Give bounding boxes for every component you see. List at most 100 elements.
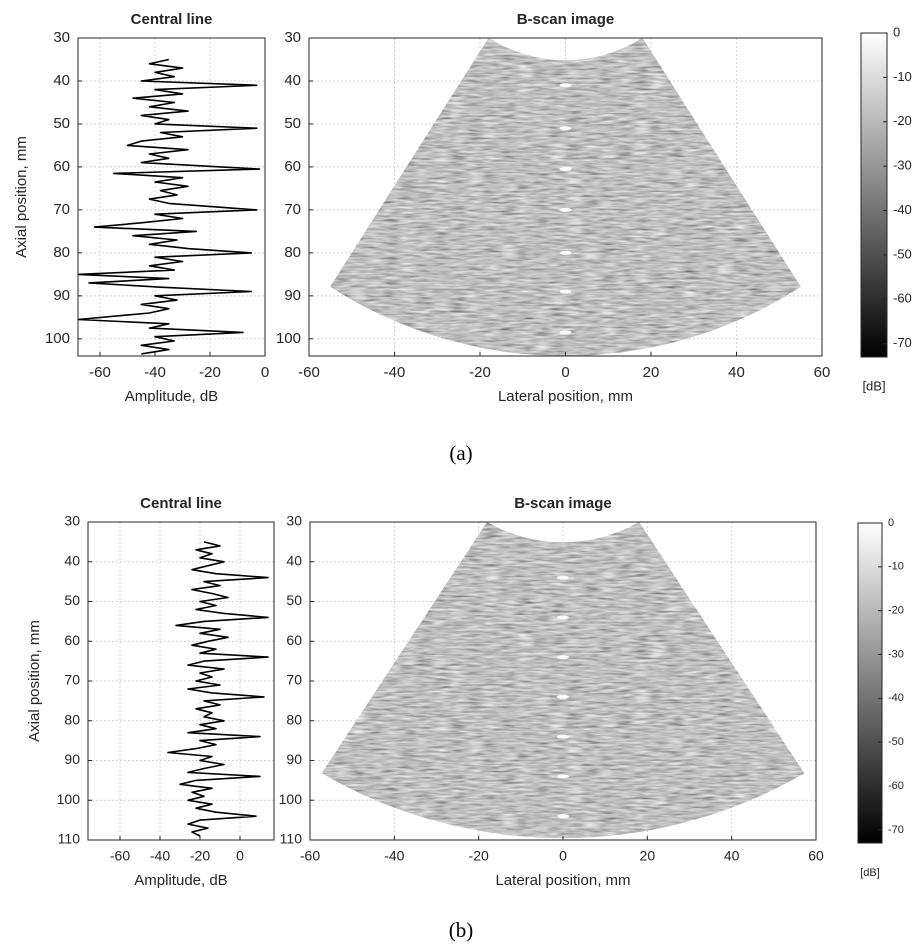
- point-target: [557, 575, 569, 580]
- point-target: [557, 694, 569, 699]
- point-target: [559, 289, 572, 294]
- x-tick-label: 0: [236, 848, 244, 864]
- point-target: [557, 774, 569, 779]
- x-tick-label: -40: [150, 848, 170, 864]
- caption: (b): [449, 918, 474, 942]
- y-tick-label: 110: [58, 831, 81, 847]
- y-tick-label: 110: [280, 831, 303, 847]
- colorbar-tick-label: -40: [888, 692, 904, 704]
- x-axis-label: Lateral position, mm: [498, 388, 633, 405]
- colorbar-tick-label: -50: [888, 736, 904, 748]
- chart-title: B-scan image: [517, 11, 615, 28]
- x-tick-label: -20: [469, 848, 489, 864]
- amplitude-line: [78, 58, 261, 355]
- colorbar-tick-label: -50: [893, 246, 912, 261]
- colorbar-tick-label: -10: [888, 561, 904, 573]
- y-tick-label: 50: [286, 592, 302, 608]
- y-tick-label: 90: [53, 287, 70, 304]
- y-tick-label: 70: [286, 672, 302, 688]
- y-tick-label: 90: [284, 287, 301, 304]
- y-tick-label: 60: [286, 632, 302, 648]
- x-tick-label: -60: [110, 848, 130, 864]
- x-tick-label: -20: [469, 364, 491, 381]
- colorbar-tick-label: -20: [893, 113, 912, 128]
- colorbar: [857, 522, 883, 844]
- y-tick-label: 60: [284, 158, 301, 175]
- point-target: [557, 814, 569, 819]
- x-tick-label: 0: [561, 364, 569, 381]
- colorbar: [860, 32, 888, 358]
- y-tick-label: 30: [284, 29, 301, 46]
- colorbar-tick-label: 0: [893, 24, 900, 39]
- colorbar-tick-label: -60: [888, 780, 904, 792]
- x-tick-label: 40: [728, 364, 745, 381]
- point-target: [557, 615, 569, 620]
- y-tick-label: 50: [284, 115, 301, 132]
- y-tick-label: 90: [286, 751, 302, 767]
- colorbar-tick-label: -60: [893, 291, 912, 306]
- point-target: [559, 330, 572, 335]
- colorbar-label: [dB]: [862, 378, 885, 393]
- y-tick-label: 80: [284, 244, 301, 261]
- point-target: [559, 167, 572, 172]
- y-tick-label: 70: [64, 672, 80, 688]
- y-tick-label: 40: [286, 552, 302, 568]
- x-tick-label: -20: [190, 848, 210, 864]
- colorbar-tick-label: -10: [893, 69, 912, 84]
- y-tick-label: 30: [64, 513, 80, 529]
- y-tick-label: 80: [53, 244, 70, 261]
- b-scan-speckle: [321, 522, 805, 839]
- x-tick-label: 60: [814, 364, 831, 381]
- colorbar-tick-label: 0: [888, 517, 894, 529]
- point-target: [559, 126, 572, 131]
- amplitude-line: [167, 541, 269, 837]
- x-tick-label: -60: [298, 364, 320, 381]
- y-tick-label: 50: [53, 115, 70, 132]
- point-target: [559, 207, 572, 212]
- x-tick-label: -40: [384, 848, 404, 864]
- x-axis-label: Amplitude, dB: [125, 388, 218, 405]
- x-tick-label: 60: [808, 848, 824, 864]
- y-tick-label: 40: [64, 552, 80, 568]
- x-tick-label: 20: [643, 364, 660, 381]
- colorbar-tick-label: -70: [893, 335, 912, 350]
- x-axis-label: Amplitude, dB: [134, 872, 227, 889]
- y-tick-label: 90: [64, 751, 80, 767]
- x-tick-label: 40: [724, 848, 740, 864]
- y-tick-label: 100: [279, 791, 303, 807]
- chart-title: Central line: [140, 495, 222, 512]
- y-tick-label: 40: [284, 72, 301, 89]
- y-axis-label: Axial position, mm: [13, 136, 30, 258]
- chart-title: Central line: [131, 11, 213, 28]
- x-tick-label: -20: [199, 364, 221, 381]
- x-tick-label: -60: [300, 848, 320, 864]
- axes-frame: [87, 521, 275, 841]
- colorbar-tick-label: -70: [888, 824, 904, 836]
- y-tick-label: 30: [53, 29, 70, 46]
- y-tick-label: 100: [45, 330, 70, 347]
- y-tick-label: 40: [53, 72, 70, 89]
- y-tick-label: 100: [276, 330, 301, 347]
- colorbar-tick-label: -20: [888, 605, 904, 617]
- x-axis-label: Lateral position, mm: [495, 872, 630, 889]
- x-tick-label: -40: [144, 364, 166, 381]
- colorbar-tick-label: -30: [888, 648, 904, 660]
- y-tick-label: 70: [53, 201, 70, 218]
- y-tick-label: 30: [286, 513, 302, 529]
- x-tick-label: -60: [89, 364, 111, 381]
- x-tick-label: 0: [559, 848, 567, 864]
- y-tick-label: 80: [286, 711, 302, 727]
- axes-frame: [308, 37, 823, 357]
- y-axis-label: Axial position, mm: [26, 620, 43, 742]
- y-tick-label: 80: [64, 711, 80, 727]
- y-tick-label: 60: [64, 632, 80, 648]
- colorbar-tick-label: -40: [893, 202, 912, 217]
- axes-frame: [77, 37, 266, 357]
- point-target: [557, 734, 569, 739]
- point-target: [559, 83, 572, 88]
- x-tick-label: 20: [640, 848, 656, 864]
- y-tick-label: 70: [284, 201, 301, 218]
- point-target: [557, 655, 569, 660]
- colorbar-label: [dB]: [860, 867, 880, 879]
